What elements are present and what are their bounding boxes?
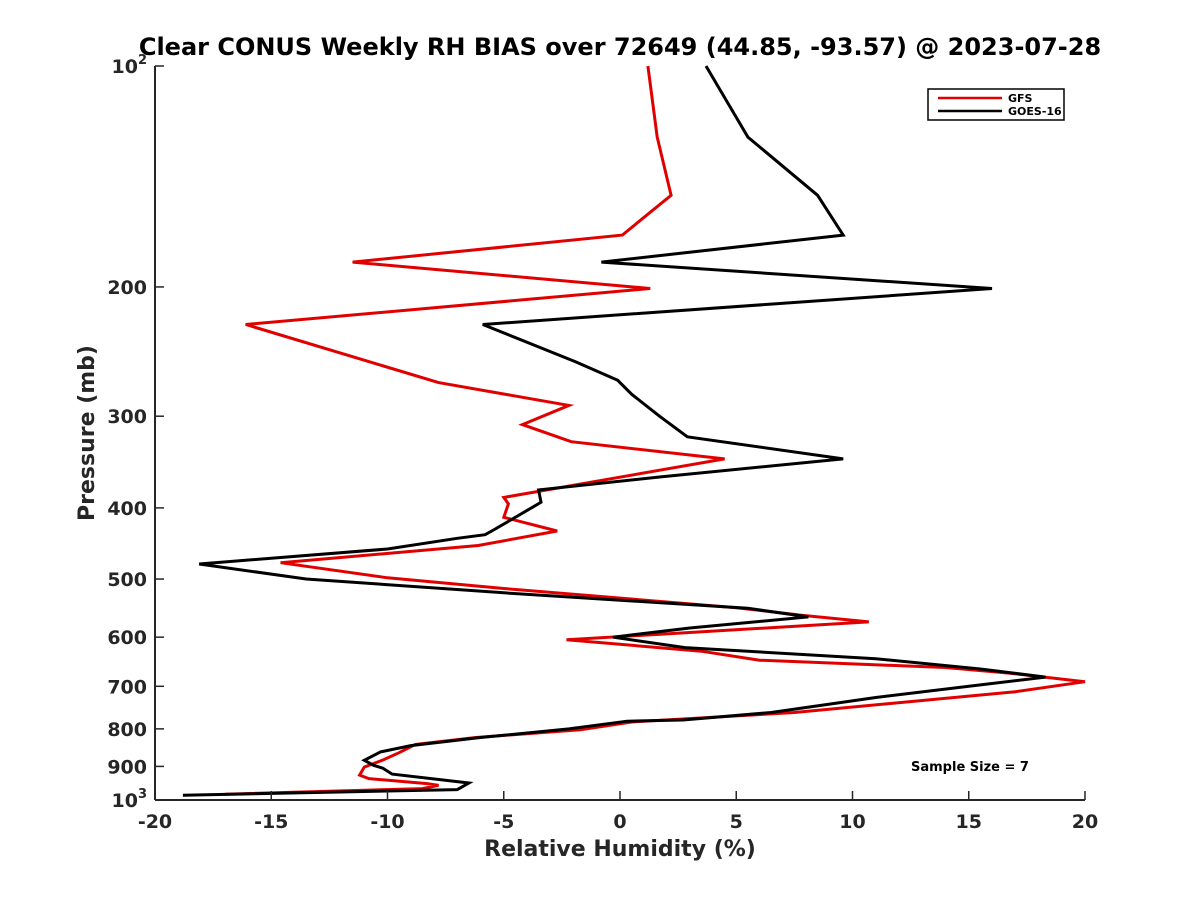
legend-label-gfs: GFS: [1008, 92, 1033, 105]
x-axis-label: Relative Humidity (%): [484, 837, 756, 862]
y-tick-label: 102: [112, 53, 148, 78]
y-tick-label: 500: [107, 569, 147, 591]
x-tick-label: 0: [613, 811, 626, 833]
y-tick-base: 10: [112, 790, 138, 812]
chart-title: Clear CONUS Weekly RH BIAS over 72649 (4…: [139, 33, 1101, 61]
series-line-gfs: [224, 65, 1086, 796]
x-tick-label: -5: [493, 811, 514, 833]
series-layer: [182, 65, 1086, 797]
y-tick-label: 700: [107, 676, 147, 698]
y-tick-label: 400: [107, 498, 147, 520]
y-tick-label: 600: [107, 627, 147, 649]
legend-label-goes16: GOES-16: [1008, 105, 1062, 118]
legend-box: [927, 88, 1065, 121]
plot-area: -20 -15 -10 -5 0 5 10 15 20 10220030040050060070…: [107, 53, 1098, 833]
x-ticks: -20 -15 -10 -5 0 5 10 15 20: [138, 791, 1098, 833]
series-line-goes16: [182, 65, 1046, 797]
y-tick-base: 10: [112, 56, 138, 78]
y-tick-exponent: 3: [138, 787, 147, 802]
plot-background: [155, 66, 1085, 800]
x-tick-label: 5: [730, 811, 743, 833]
y-tick-label: 200: [107, 277, 147, 299]
x-tick-label: 20: [1072, 811, 1098, 833]
x-tick-label: -10: [370, 811, 404, 833]
x-tick-label: -20: [138, 811, 172, 833]
y-tick-label: 300: [107, 406, 147, 428]
x-tick-label: -15: [254, 811, 288, 833]
x-tick-label: 15: [956, 811, 982, 833]
y-tick-label: 103: [112, 787, 148, 812]
y-tick-exponent: 2: [138, 53, 147, 68]
sample-size-annotation: Sample Size = 7: [911, 760, 1029, 775]
x-tick-label: 10: [839, 811, 865, 833]
y-tick-label: 800: [107, 719, 147, 741]
y-axis-label: Pressure (mb): [75, 345, 100, 521]
legend: GFS GOES-16: [927, 88, 1065, 121]
y-tick-label: 900: [107, 756, 147, 778]
